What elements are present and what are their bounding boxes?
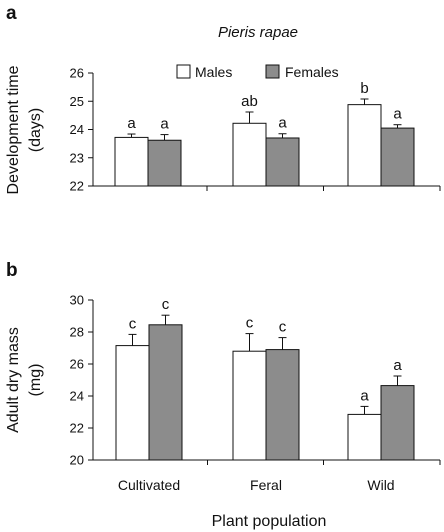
- panel-label-a: a: [6, 3, 17, 24]
- bar-males-cultivated: [114, 136, 149, 187]
- y-tick-label: 25: [70, 94, 84, 109]
- significance-letter: a: [360, 387, 369, 404]
- significance-letter: a: [278, 115, 287, 132]
- chart-b-plot: 20 22 24 26 28 30 c c Cultivated c c Feral a a Wild: [70, 293, 441, 493]
- bar-males-wild: [347, 104, 382, 187]
- legend-label-females: Females: [285, 64, 339, 80]
- significance-letter: b: [360, 80, 368, 97]
- chart-a-ylabel-line1: Development time: [5, 65, 22, 194]
- y-tick-label: 28: [70, 325, 84, 340]
- legend-swatch-males: [176, 64, 191, 79]
- y-tick-label: 30: [70, 293, 84, 308]
- y-tick-label: 24: [70, 122, 84, 137]
- y-tick-label: 24: [70, 389, 84, 404]
- bar-males-cultivated: [115, 345, 150, 461]
- bar-females-feral: [265, 137, 300, 187]
- significance-letter: c: [279, 319, 287, 336]
- significance-letter: c: [129, 315, 137, 332]
- y-tick-label: 22: [70, 179, 84, 194]
- x-axis-label: Plant population: [212, 513, 327, 530]
- y-tick-label: 26: [70, 357, 84, 372]
- bar-females-feral: [265, 349, 300, 461]
- y-tick-label: 20: [70, 453, 84, 468]
- chart-b-ylabel-line1: Adult dry mass: [5, 327, 22, 433]
- significance-letter: a: [393, 357, 402, 374]
- legend-swatch-females: [265, 64, 280, 79]
- x-category-label: Wild: [367, 477, 394, 493]
- significance-letter: c: [246, 315, 254, 332]
- bar-females-wild: [380, 127, 415, 187]
- significance-letter: a: [160, 116, 169, 133]
- bar-females-cultivated: [148, 324, 183, 461]
- x-category-label: Cultivated: [118, 477, 180, 493]
- significance-letter: ab: [241, 93, 258, 110]
- y-tick-label: 22: [70, 421, 84, 436]
- bar-males-feral: [232, 350, 267, 461]
- significance-letter: a: [127, 115, 136, 132]
- chart-a-title: Pieris rapae: [218, 24, 298, 41]
- bar-females-cultivated: [147, 139, 182, 187]
- panel-label-b: b: [6, 260, 18, 281]
- y-tick-label: 23: [70, 150, 84, 165]
- chart-b-ylabel-line2: (mg): [27, 364, 44, 397]
- significance-letter: a: [393, 106, 402, 123]
- significance-letter: c: [162, 296, 170, 313]
- chart-a-ylabel-line2: (days): [27, 108, 44, 152]
- y-tick-label: 26: [70, 66, 84, 81]
- legend-label-males: Males: [195, 64, 232, 80]
- bar-females-wild: [380, 385, 415, 461]
- bar-males-feral: [232, 122, 267, 187]
- bar-males-wild: [347, 413, 382, 461]
- x-category-label: Feral: [250, 477, 282, 493]
